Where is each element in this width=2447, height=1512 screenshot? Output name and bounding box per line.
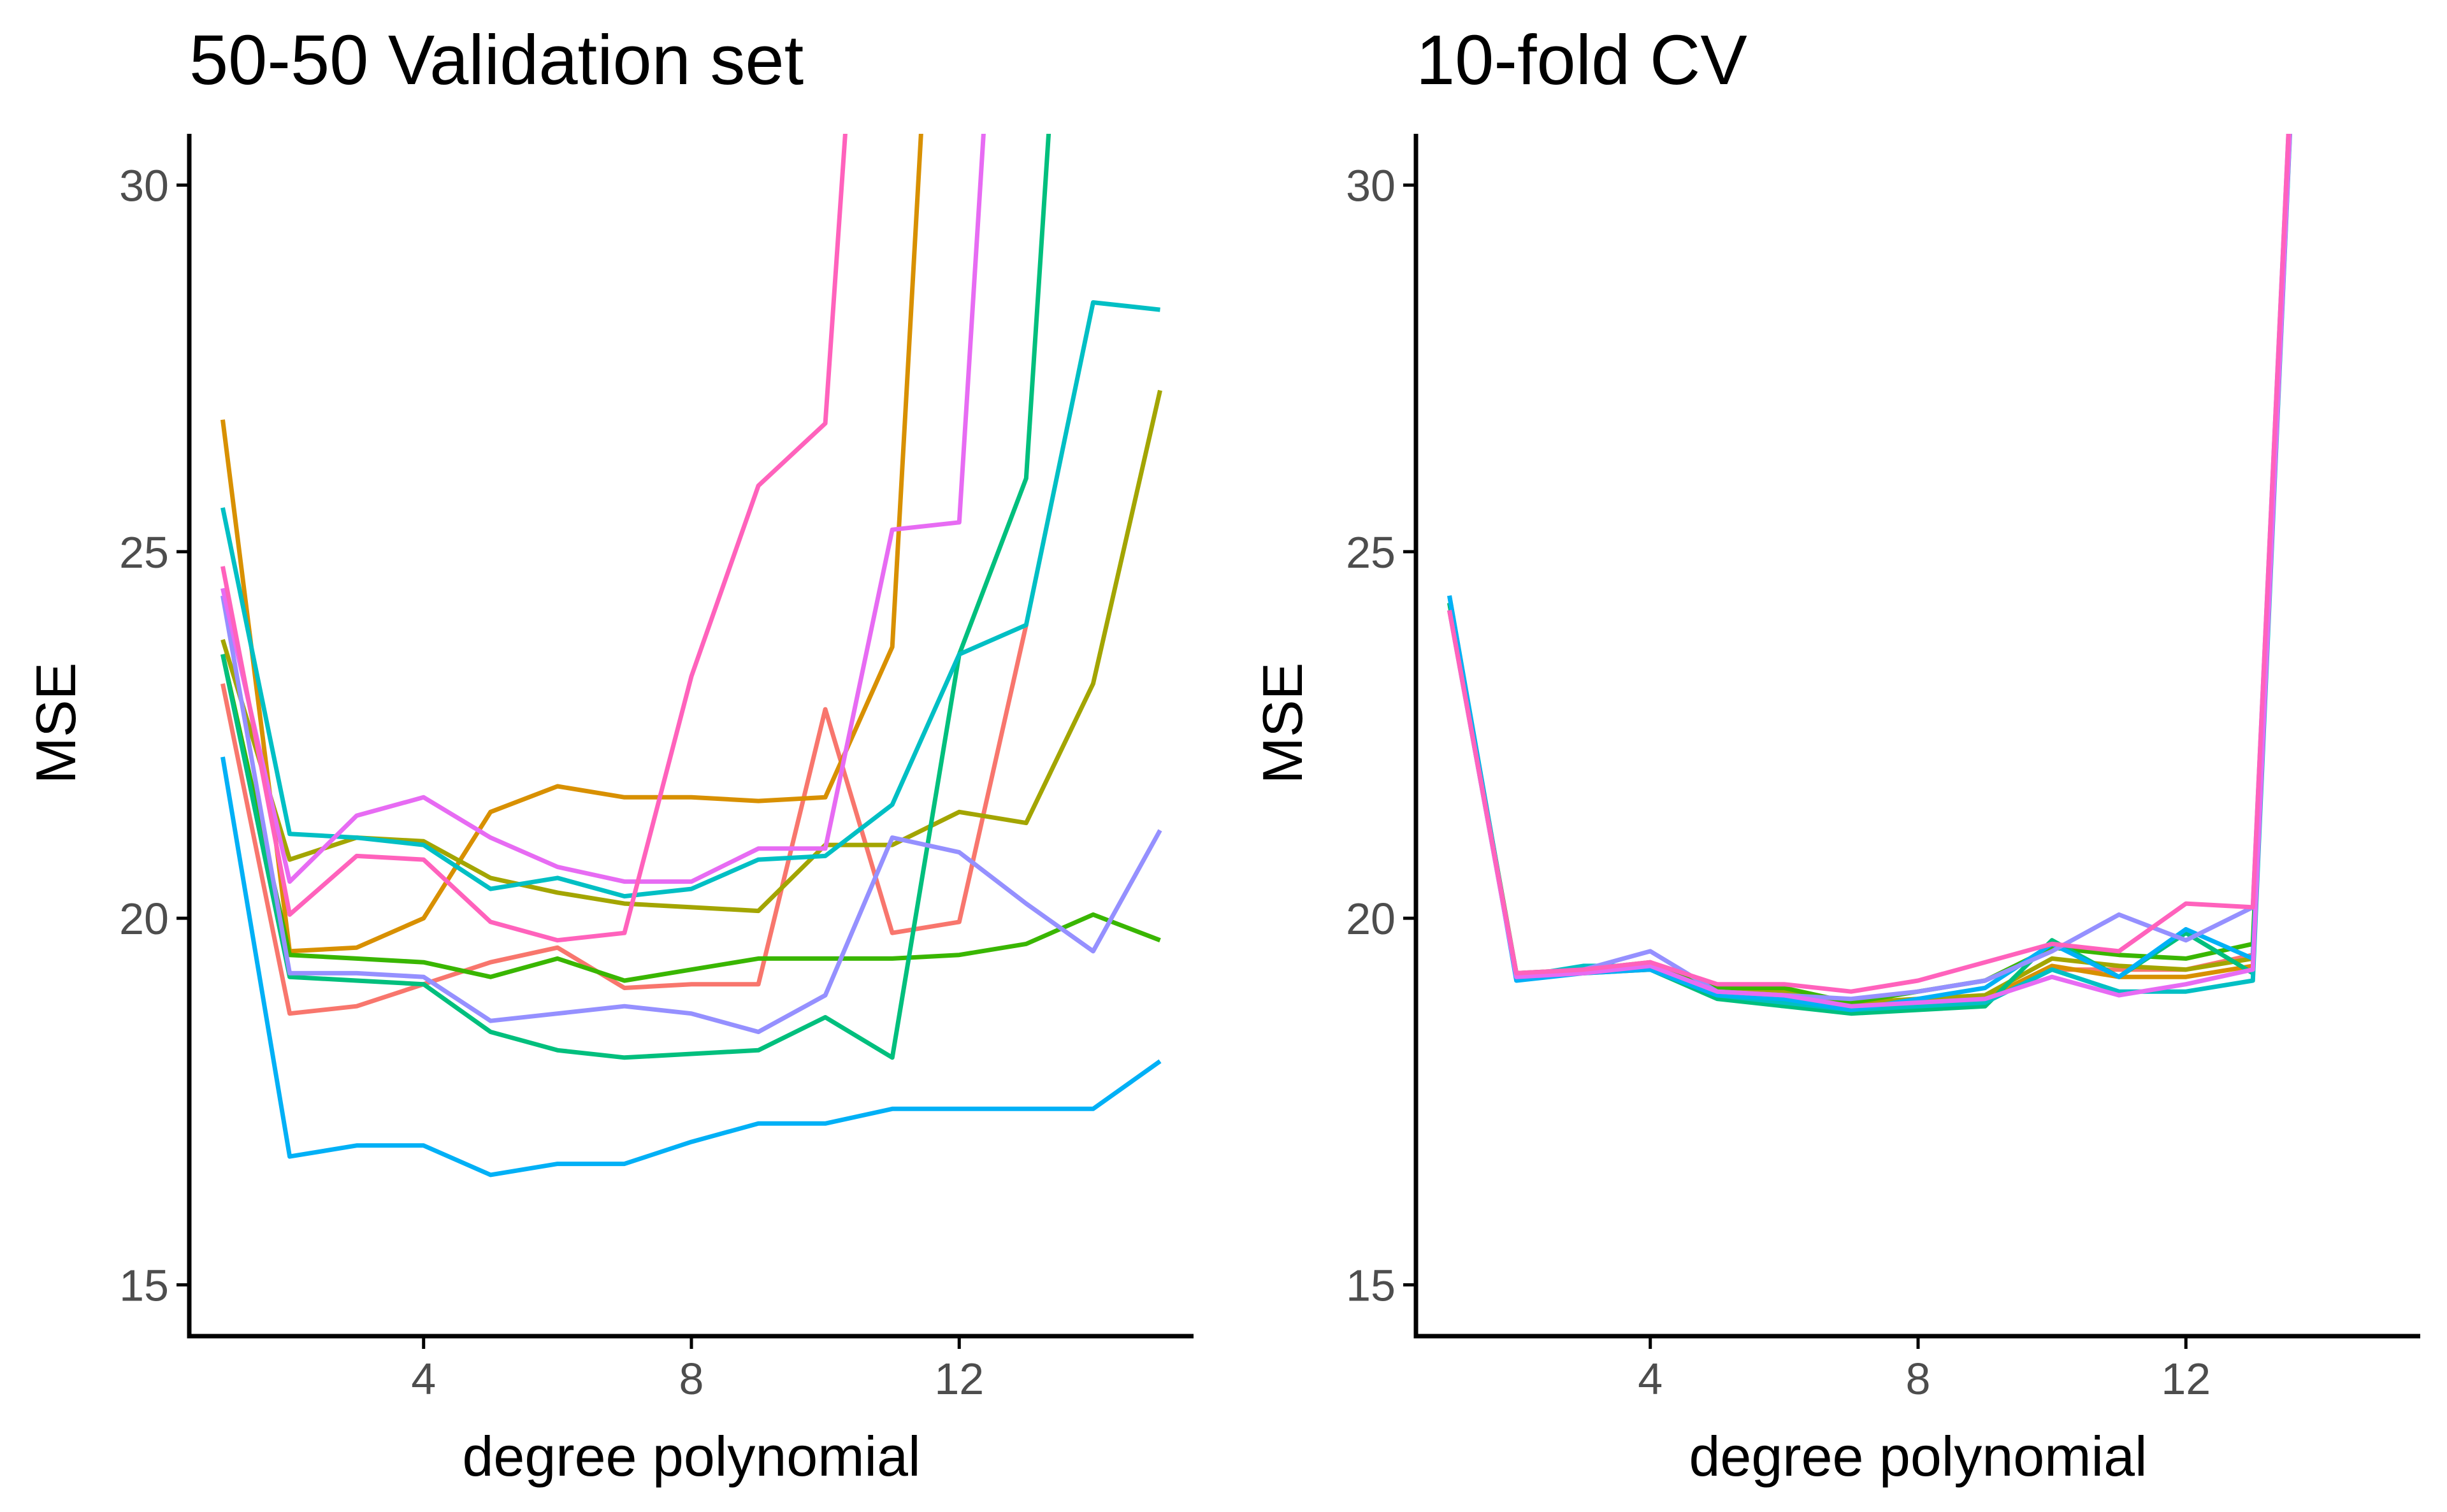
ten-fold-cv-series <box>1447 134 2293 1016</box>
validation-set-series-line-4 <box>220 654 1161 983</box>
ten-fold-cv-series-line-10 <box>1447 134 2291 994</box>
validation-set-y-tick-label-15: 15 <box>119 1260 169 1310</box>
validation-set-series-line-2 <box>220 134 923 954</box>
ten-fold-cv-x-tick-label-4: 4 <box>1638 1354 1663 1404</box>
validation-set-y-tick-label-30: 30 <box>119 161 169 211</box>
validation-set-series-line-8 <box>220 595 1162 1034</box>
validation-set-x-tick-label-12: 12 <box>934 1354 984 1404</box>
validation-set-series-line-6 <box>220 300 1160 899</box>
ten-fold-cv-x-axis-label: degree polynomial <box>1689 1425 2147 1488</box>
ten-fold-cv-y-tick-label-20: 20 <box>1346 894 1396 944</box>
validation-set-series-line-7 <box>220 756 1162 1177</box>
validation-set-x-tick-label-4: 4 <box>411 1354 436 1404</box>
validation-set-y-tick-label-20: 20 <box>119 894 169 944</box>
validation-set-x-tick-label-8: 8 <box>679 1354 704 1404</box>
ten-fold-cv-ticks: 15 20 25 30 4 8 12 <box>1346 161 2211 1404</box>
validation-set-series-line-1 <box>220 624 1029 1016</box>
ten-fold-cv-x-tick-label-8: 8 <box>1906 1354 1931 1404</box>
validation-set-ticks: 15 20 25 30 4 8 12 <box>119 161 984 1404</box>
validation-set-x-axis-label: degree polynomial <box>462 1425 920 1488</box>
validation-set-series <box>220 134 1162 1177</box>
validation-set-y-tick-label-25: 25 <box>119 528 169 577</box>
validation-set-y-axis-label: MSE <box>24 663 87 784</box>
validation-set-title: 50-50 Validation set <box>189 21 804 99</box>
validation-set-series-line-10 <box>220 134 848 943</box>
ten-fold-cv-y-tick-label-25: 25 <box>1346 528 1396 577</box>
validation-set-series-line-5 <box>220 134 1051 1060</box>
validation-set-panel: 50-50 Validation set MSE degree polynomi… <box>24 21 1194 1488</box>
validation-set-series-line-9 <box>220 134 986 884</box>
ten-fold-cv-title: 10-fold CV <box>1416 21 1747 99</box>
ten-fold-cv-x-tick-label-12: 12 <box>2161 1354 2211 1404</box>
ten-fold-cv-panel: 10-fold CV MSE degree polynomial 15 20 25 3… <box>1251 21 2420 1488</box>
ten-fold-cv-y-axis-label: MSE <box>1251 663 1314 784</box>
ten-fold-cv-series-line-9 <box>1447 134 2292 1009</box>
ten-fold-cv-y-tick-label-15: 15 <box>1346 1260 1396 1310</box>
ten-fold-cv-y-tick-label-30: 30 <box>1346 161 1396 211</box>
